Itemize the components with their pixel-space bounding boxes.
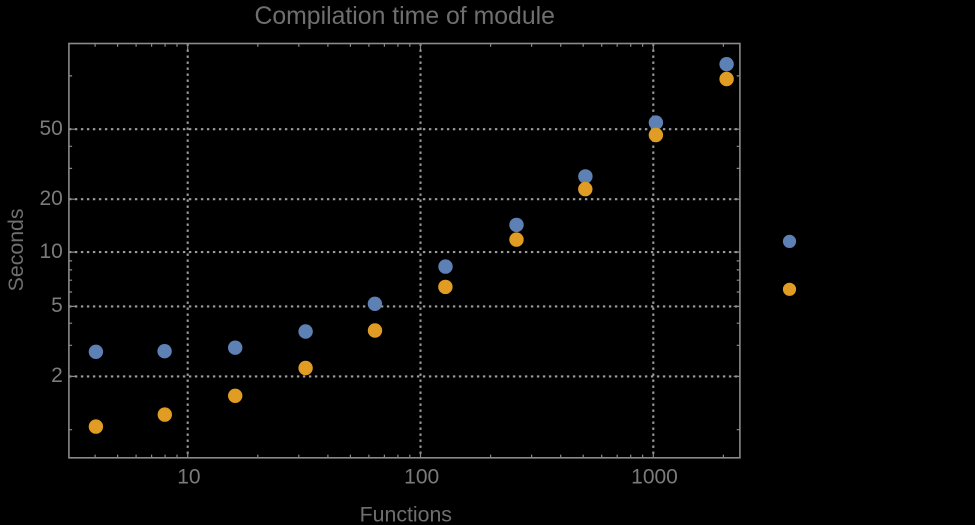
svg-text:1000: 1000 (631, 466, 678, 489)
svg-text:Compilation time of module: Compilation time of module (254, 3, 554, 30)
svg-text:10: 10 (39, 240, 62, 263)
svg-text:Functions: Functions (360, 502, 452, 525)
svg-text:100: 100 (404, 466, 439, 489)
svg-text:10: 10 (177, 466, 200, 489)
svg-text:20: 20 (39, 187, 62, 210)
svg-text:2: 2 (51, 364, 63, 387)
svg-text:Seconds: Seconds (4, 208, 28, 291)
svg-text:50: 50 (39, 117, 62, 140)
svg-text:5: 5 (51, 294, 63, 317)
